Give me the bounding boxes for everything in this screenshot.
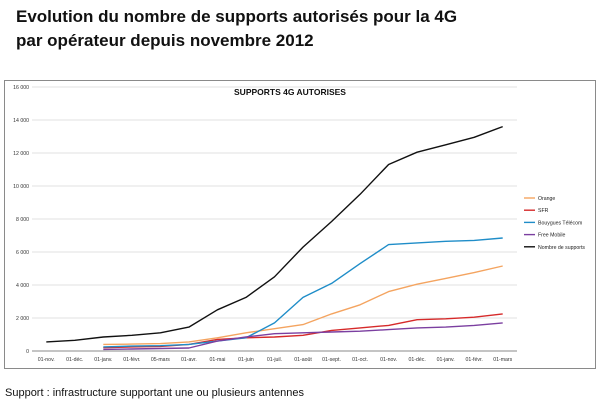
x-tick-label: 01-nov. — [380, 357, 397, 363]
x-tick-label: 01-févr. — [466, 357, 483, 363]
legend-label: SFR — [538, 208, 549, 214]
y-tick-label: 4 000 — [16, 283, 29, 289]
x-tick-label: 01-juin — [238, 357, 254, 363]
legend-label: Bouygues Télécom — [538, 220, 582, 226]
x-tick-label: 01-mai — [210, 357, 226, 363]
page-title-line-2: par opérateur depuis novembre 2012 — [16, 31, 314, 50]
x-tick-label: 01-janv. — [94, 357, 112, 363]
series-line — [103, 265, 503, 346]
y-tick-label: 6 000 — [16, 250, 29, 256]
series-line — [103, 237, 503, 348]
y-tick-label: 16 000 — [13, 85, 29, 91]
legend-label: Orange — [538, 196, 555, 202]
x-tick-label: 01-mars — [493, 357, 512, 363]
x-tick-label: 01-nov. — [38, 357, 55, 363]
y-tick-label: 0 — [26, 349, 29, 355]
x-tick-label: 01-sept. — [322, 357, 341, 363]
page-title: Evolution du nombre de supports autorisé… — [16, 5, 586, 53]
line-chart: 0 2 000 4 000 6 000 8 000 10 000 12 000 14 000 1… — [13, 85, 585, 363]
series-line — [103, 322, 503, 351]
y-tick-label: 8 000 — [16, 217, 29, 223]
y-tick-label: 12 000 — [13, 151, 29, 157]
x-tick-label: 01-févr. — [123, 357, 140, 363]
x-tick-label: 01-août — [294, 357, 312, 363]
chart-title: SUPPORTS 4G AUTORISES — [234, 87, 346, 97]
series-line — [46, 125, 503, 343]
chart-frame — [4, 80, 596, 369]
x-tick-label: 01-juil. — [267, 357, 282, 363]
legend-label: Free Mobile — [538, 233, 566, 239]
x-tick-label: 01-janv. — [437, 357, 455, 363]
y-tick-label: 10 000 — [13, 184, 29, 190]
x-tick-label: 01-oct. — [352, 357, 368, 363]
x-tick-label: 01-déc. — [66, 357, 83, 363]
legend-label: Nombre de supports — [538, 245, 585, 251]
x-tick-label: 05-mars — [151, 357, 170, 363]
series-line — [103, 313, 503, 349]
footnote: Support : infrastructure supportant une … — [5, 387, 305, 399]
y-tick-label: 14 000 — [13, 118, 29, 124]
page-title-line-1: Evolution du nombre de supports autorisé… — [16, 7, 458, 26]
x-tick-label: 01-avr. — [181, 357, 197, 363]
x-tick-label: 01-déc. — [408, 357, 425, 363]
y-tick-label: 2 000 — [16, 316, 29, 322]
